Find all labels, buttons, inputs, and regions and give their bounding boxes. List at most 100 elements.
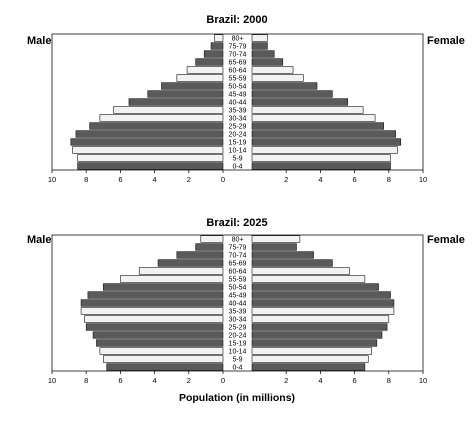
age-group-label: 35-39 (229, 108, 247, 115)
age-group-label: 0-4 (232, 365, 242, 372)
female-bar-20-24 (251, 331, 383, 339)
x-tick-label: 8 (84, 376, 88, 385)
chart-title: Brazil: 2025 (206, 217, 267, 229)
age-group-label: 25-29 (229, 124, 247, 131)
age-group-label: 40-44 (229, 100, 247, 107)
age-group-label: 0-4 (232, 164, 242, 171)
x-tick-label: 8 (387, 376, 391, 385)
female-bar-80+ (251, 34, 268, 42)
male-bar-10-14 (99, 347, 224, 355)
age-group-label: 5-9 (232, 156, 242, 163)
male-bar-5-9 (77, 154, 224, 162)
chart-title: Brazil: 2000 (206, 14, 267, 26)
x-tick-label: 4 (318, 175, 322, 184)
age-group-label: 80+ (232, 36, 244, 43)
female-bar-70-74 (251, 50, 275, 58)
male-bar-0-4 (77, 162, 224, 170)
female-bar-45-49 (251, 90, 333, 98)
female-bar-30-34 (251, 114, 376, 122)
female-bar-35-39 (251, 106, 364, 114)
age-group-label: 15-19 (229, 341, 247, 348)
age-group-label: 50-54 (229, 285, 247, 292)
female-bar-40-44 (251, 98, 349, 106)
female-bar-75-79 (251, 243, 297, 251)
male-bar-30-34 (99, 114, 224, 122)
male-bar-40-44 (128, 98, 224, 106)
female-bar-55-59 (251, 275, 366, 283)
male-bar-75-79 (210, 42, 224, 50)
female-bar-45-49 (251, 291, 391, 299)
female-bar-0-4 (251, 162, 391, 170)
male-bar-10-14 (72, 146, 224, 154)
age-group-label: 20-24 (229, 132, 247, 139)
male-bar-25-29 (89, 122, 224, 130)
male-bar-15-19 (70, 138, 224, 146)
female-bar-15-19 (251, 339, 378, 347)
age-group-label: 55-59 (229, 277, 247, 284)
age-group-label: 30-34 (229, 317, 247, 324)
male-bar-70-74 (176, 251, 224, 259)
male-bar-50-54 (161, 82, 224, 90)
x-tick-label: 0 (221, 175, 225, 184)
age-group-label: 65-69 (229, 60, 247, 67)
male-bar-30-34 (84, 315, 224, 323)
female-bar-0-4 (251, 363, 366, 371)
x-tick-label: 2 (187, 175, 191, 184)
x-tick-label: 6 (353, 175, 357, 184)
age-group-label: 70-74 (229, 253, 247, 260)
plot-frame (51, 234, 424, 372)
age-group-label: 45-49 (229, 293, 247, 300)
female-bar-25-29 (251, 122, 384, 130)
age-group-label: 60-64 (229, 68, 247, 75)
x-tick-label: 2 (284, 175, 288, 184)
x-tick-label: 4 (318, 376, 322, 385)
x-axis-label: Population (in millions) (179, 392, 295, 404)
male-bar-65-69 (195, 58, 224, 66)
age-group-label: 35-39 (229, 309, 247, 316)
male-bar-35-39 (113, 106, 224, 114)
female-bar-70-74 (251, 251, 314, 259)
x-tick-label: 8 (387, 175, 391, 184)
female-bar-20-24 (251, 130, 396, 138)
female-bar-30-34 (251, 315, 390, 323)
x-tick-label: 4 (153, 376, 157, 385)
female-bar-10-14 (251, 347, 372, 355)
female-bar-60-64 (251, 66, 294, 74)
female-bar-50-54 (251, 283, 379, 291)
age-group-label: 30-34 (229, 116, 247, 123)
male-bar-80+ (200, 235, 224, 243)
male-bar-50-54 (103, 283, 224, 291)
male-bar-0-4 (106, 363, 224, 371)
female-bar-50-54 (251, 82, 318, 90)
x-tick-label: 10 (419, 376, 427, 385)
female-bar-5-9 (251, 154, 391, 162)
female-bar-10-14 (251, 146, 398, 154)
male-bar-65-69 (157, 259, 224, 267)
age-group-label: 20-24 (229, 333, 247, 340)
female-bar-25-29 (251, 323, 388, 331)
age-group-label: 5-9 (232, 357, 242, 364)
female-bar-80+ (251, 235, 301, 243)
male-bar-35-39 (80, 307, 224, 315)
plot-frame (51, 33, 424, 171)
x-tick-label: 8 (84, 175, 88, 184)
age-group-label: 40-44 (229, 301, 247, 308)
male-bar-20-24 (92, 331, 224, 339)
female-bar-15-19 (251, 138, 402, 146)
female-bar-65-69 (251, 259, 333, 267)
female-bar-65-69 (251, 58, 284, 66)
male-bar-15-19 (96, 339, 224, 347)
age-group-label: 65-69 (229, 261, 247, 268)
x-tick-label: 2 (284, 376, 288, 385)
x-tick-label: 4 (153, 175, 157, 184)
male-bar-5-9 (103, 355, 224, 363)
right-side-label: Female (427, 234, 465, 246)
male-bar-20-24 (75, 130, 224, 138)
female-bar-55-59 (251, 74, 304, 82)
male-bar-55-59 (120, 275, 224, 283)
male-bar-75-79 (195, 243, 224, 251)
age-group-label: 45-49 (229, 92, 247, 99)
age-group-label: 25-29 (229, 325, 247, 332)
male-bar-70-74 (203, 50, 224, 58)
